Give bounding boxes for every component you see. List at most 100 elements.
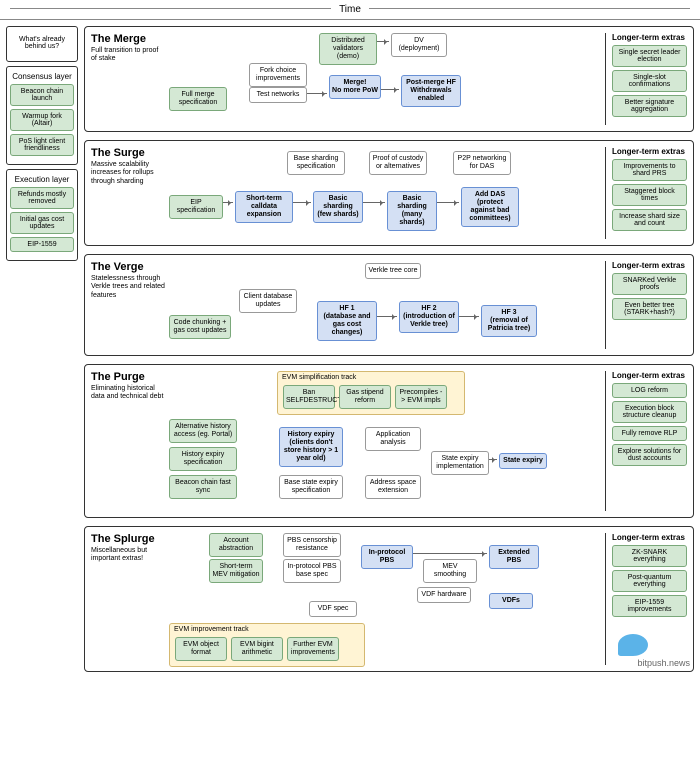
verge-body: Verkle tree core Client database updates…	[169, 261, 605, 349]
track-node: EVM object format	[175, 637, 227, 661]
splurge-body: Account abstraction Short-term MEV mitig…	[169, 533, 605, 665]
extras-title: Longer-term extras	[612, 147, 687, 156]
node-pbs-censorship: PBS censorship resistance	[283, 533, 341, 557]
execution-title: Execution layer	[10, 175, 74, 184]
node-hf1: HF 1 (database and gas cost changes)	[317, 301, 377, 341]
node-mev-smoothing: MEV smoothing	[423, 559, 477, 583]
track-title: EVM improvement track	[174, 626, 249, 633]
surge-body: Base sharding specification Proof of cus…	[169, 147, 605, 239]
consensus-title: Consensus layer	[10, 72, 74, 81]
sidebar-item: Warmup fork (Altair)	[10, 109, 74, 131]
node-base-shard-spec: Base sharding specification	[287, 151, 345, 175]
track-node: Ban SELFDESTRUCT	[283, 385, 335, 409]
purge-body: EVM simplification track Ban SELFDESTRUC…	[169, 371, 605, 511]
node-extended-pbs: Extended PBS	[489, 545, 539, 569]
arrow	[377, 41, 389, 42]
extra-item: Staggered block times	[612, 184, 687, 206]
node-dv-demo: Distributed validators (demo)	[319, 33, 377, 65]
node-full-merge-spec: Full merge specification	[169, 87, 227, 111]
track-node: EVM bigint arithmetic	[231, 637, 283, 661]
behind-title: What's already behind us?	[10, 32, 74, 54]
extra-item: Improvements to shard PRS	[612, 159, 687, 181]
extra-item: Single-slot confirmations	[612, 70, 687, 92]
section-title: The Purge Eliminating historical data an…	[91, 371, 169, 511]
node-p2p-das: P2P networking for DAS	[453, 151, 511, 175]
extra-item: Increase shard size and count	[612, 209, 687, 231]
node-history-expiry-spec: History expiry specification	[169, 447, 237, 471]
node-account-abstraction: Account abstraction	[209, 533, 263, 557]
node-in-protocol-pbs: In-protocol PBS	[361, 545, 413, 569]
arrow	[293, 202, 311, 203]
extra-item: Even better tree (STARK+hash?)	[612, 298, 687, 320]
sidebar-item: Beacon chain launch	[10, 84, 74, 106]
extras-title: Longer-term extras	[612, 533, 687, 542]
merge-extras: Longer-term extras Single secret leader …	[605, 33, 687, 125]
sidebar: What's already behind us? Consensus laye…	[6, 26, 78, 672]
section-title: The Merge Full transition to proof of st…	[91, 33, 169, 125]
purge-title: The Purge	[91, 371, 165, 383]
node-code-chunk: Code chunking + gas cost updates	[169, 315, 231, 339]
arrow	[489, 459, 497, 460]
node-pbs-base-spec: In-protocol PBS base spec	[283, 559, 341, 583]
extras-title: Longer-term extras	[612, 261, 687, 270]
extra-item: Explore solutions for dust accounts	[612, 444, 687, 466]
node-app-analysis: Application analysis	[365, 427, 421, 451]
merge-title: The Merge	[91, 33, 165, 45]
node-client-db: Client database updates	[239, 289, 297, 313]
evm-improvement-track: EVM improvement track EVM object format …	[169, 623, 365, 667]
extra-item: ZK-SNARK everything	[612, 545, 687, 567]
section-title: The Verge Statelessness through Verkle t…	[91, 261, 169, 349]
merge-subtitle: Full transition to proof of stake	[91, 47, 165, 64]
arrow	[381, 89, 399, 90]
bird-logo-icon	[618, 634, 648, 656]
extra-item: Single secret leader election	[612, 45, 687, 67]
node-post-merge: Post-merge HF Withdrawals enabled	[401, 75, 461, 107]
sidebar-item: Initial gas cost updates	[10, 212, 74, 234]
node-history-expiry: History expiry (clients don't store hist…	[279, 427, 343, 467]
section-title: The Splurge Miscellaneous but important …	[91, 533, 169, 665]
arrow	[377, 316, 397, 317]
sidebar-item: PoS light client friendliness	[10, 134, 74, 156]
node-beacon-fast-sync: Beacon chain fast sync	[169, 475, 237, 499]
node-add-das: Add DAS (protect against bad committees)	[461, 187, 519, 227]
behind-us-section: What's already behind us?	[6, 26, 78, 62]
track-node: Precompiles -> EVM impls	[395, 385, 447, 409]
track-node: Further EVM improvements	[287, 637, 339, 661]
surge-section: The Surge Massive scalability increases …	[84, 140, 694, 246]
purge-subtitle: Eliminating historical data and technica…	[91, 385, 165, 402]
purge-extras: Longer-term extras LOG reform Execution …	[605, 371, 687, 511]
extra-item: SNARKed Verkle proofs	[612, 273, 687, 295]
node-fork-choice: Fork choice improvements	[249, 63, 307, 87]
track-node: Gas stipend reform	[339, 385, 391, 409]
node-dv-deploy: DV (deployment)	[391, 33, 447, 57]
node-alt-history: Alternative history access (eg. Portal)	[169, 419, 237, 443]
surge-subtitle: Massive scalability increases for rollup…	[91, 161, 165, 186]
timeline-label: Time	[331, 4, 369, 15]
node-basic-shard-many: Basic sharding (many shards)	[387, 191, 437, 231]
verge-extras: Longer-term extras SNARKed Verkle proofs…	[605, 261, 687, 349]
arrow	[363, 202, 385, 203]
sidebar-item: Refunds mostly removed	[10, 187, 74, 209]
node-hf3: HF 3 (removal of Patricia tree)	[481, 305, 537, 337]
node-hf2: HF 2 (introduction of Verkle tree)	[399, 301, 459, 333]
node-verkle-core: Verkle tree core	[365, 263, 421, 279]
splurge-title: The Splurge	[91, 533, 165, 545]
surge-extras: Longer-term extras Improvements to shard…	[605, 147, 687, 239]
node-state-expiry: State expiry	[499, 453, 547, 469]
merge-section: The Merge Full transition to proof of st…	[84, 26, 694, 132]
node-vdf-spec: VDF spec	[309, 601, 357, 617]
timeline-header: Time	[0, 0, 700, 20]
node-base-state-expiry: Base state expiry specification	[279, 475, 343, 499]
node-merge: Merge! No more PoW	[329, 75, 381, 99]
verge-section: The Verge Statelessness through Verkle t…	[84, 254, 694, 356]
node-state-expiry-impl: State expiry implementation	[431, 451, 489, 475]
extra-item: EIP-1559 improvements	[612, 595, 687, 617]
merge-body: Distributed validators (demo) DV (deploy…	[169, 33, 605, 125]
extras-title: Longer-term extras	[612, 33, 687, 42]
arrow	[413, 553, 487, 554]
node-vdfs: VDFs	[489, 593, 533, 609]
arrow	[437, 202, 459, 203]
execution-section: Execution layer Refunds mostly removed I…	[6, 169, 78, 261]
surge-title: The Surge	[91, 147, 165, 159]
splurge-subtitle: Miscellaneous but important extras!	[91, 547, 165, 564]
